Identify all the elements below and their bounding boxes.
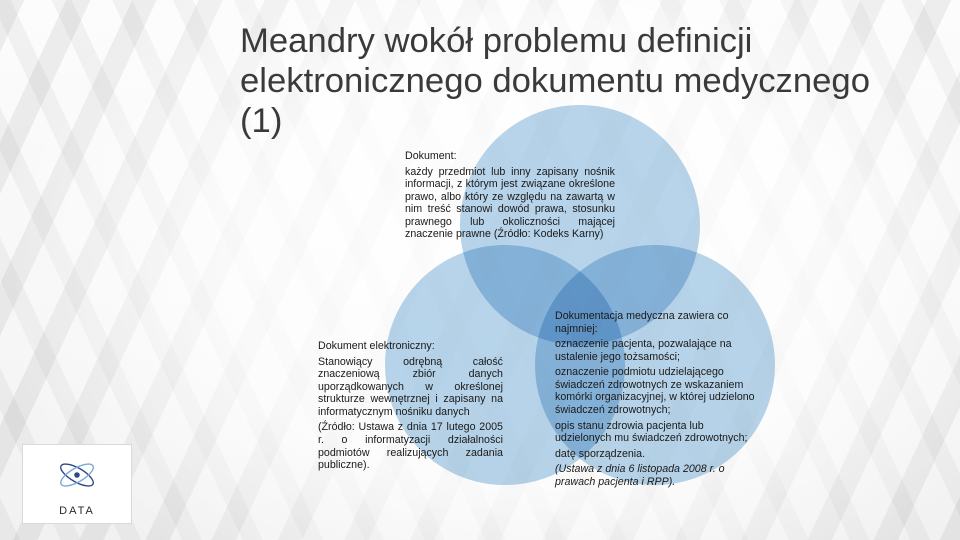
textbox-dokumentacja-medyczna: Dokumentacja medyczna zawiera co najmnie… bbox=[555, 310, 760, 492]
textbox-left-title: Dokument elektroniczny: bbox=[318, 340, 503, 353]
logo-label: DATA bbox=[59, 505, 95, 517]
textbox-dokument-title: Dokument: bbox=[405, 150, 615, 163]
textbox-dokument-body: każdy przedmiot lub inny zapisany nośnik… bbox=[405, 166, 615, 241]
atom-icon bbox=[54, 452, 100, 503]
textbox-right-title: Dokumentacja medyczna zawiera co najmnie… bbox=[555, 310, 760, 335]
textbox-right-b3: datę sporządzenia. bbox=[555, 448, 760, 461]
textbox-right-b1: oznaczenie podmiotu udzielającego świadc… bbox=[555, 366, 760, 416]
textbox-right-b0: oznaczenie pacjenta, pozwalające na usta… bbox=[555, 338, 760, 363]
logo-data: DATA bbox=[22, 444, 132, 524]
textbox-right-b2: opis stanu zdrowia pacjenta lub udzielon… bbox=[555, 420, 760, 445]
slide: Meandry wokół problemu definicji elektro… bbox=[0, 0, 960, 540]
textbox-dokument-elektroniczny: Dokument elektroniczny: Stanowiący odręb… bbox=[318, 340, 503, 475]
textbox-left-source: (Źródło: Ustawa z dnia 17 lutego 2005 r.… bbox=[318, 421, 503, 471]
textbox-left-body: Stanowiący odrębną całość znaczeniową zb… bbox=[318, 356, 503, 419]
textbox-dokument: Dokument: każdy przedmiot lub inny zapis… bbox=[405, 150, 615, 244]
textbox-right-source: (Ustawa z dnia 6 listopada 2008 r. o pra… bbox=[555, 463, 760, 488]
